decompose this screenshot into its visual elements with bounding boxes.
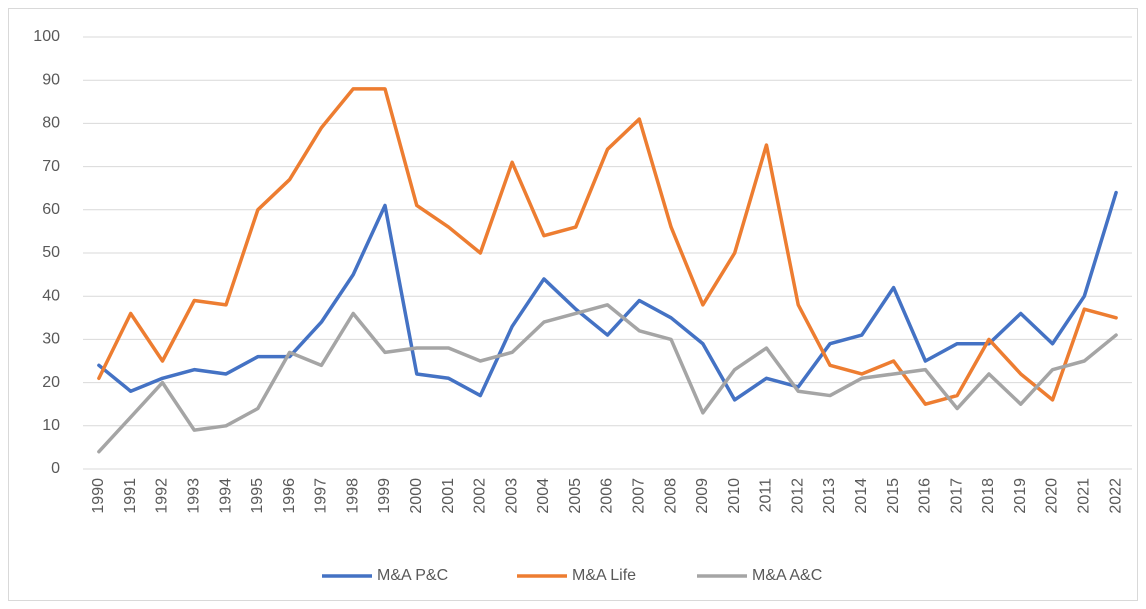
x-tick-label: 2022 <box>1107 478 1124 514</box>
y-tick-label: 30 <box>42 331 60 348</box>
x-tick-label: 2021 <box>1076 478 1093 514</box>
y-tick-label: 100 <box>33 28 60 45</box>
x-tick-label: 2020 <box>1044 478 1061 514</box>
x-tick-label: 2015 <box>885 478 902 514</box>
x-tick-label: 1991 <box>122 478 139 514</box>
y-tick-label: 80 <box>42 115 60 132</box>
x-tick-label: 1998 <box>344 478 361 514</box>
x-tick-label: 2010 <box>726 478 743 514</box>
legend-label: M&A P&C <box>377 567 448 584</box>
y-tick-label: 50 <box>42 244 60 261</box>
y-tick-label: 10 <box>42 417 60 434</box>
series-line <box>97 190 1118 402</box>
x-tick-label: 2013 <box>821 478 838 514</box>
x-tick-label: 2001 <box>440 478 457 514</box>
x-tick-label: 2012 <box>789 478 806 514</box>
x-tick-label: 2004 <box>535 478 552 514</box>
x-tick-label: 1996 <box>281 478 298 514</box>
x-tick-label: 2014 <box>853 478 870 514</box>
x-tick-label: 1992 <box>154 478 171 514</box>
x-tick-label: 2019 <box>1012 478 1029 514</box>
x-tick-label: 1997 <box>313 478 330 514</box>
x-tick-label: 2009 <box>694 478 711 514</box>
legend-label: M&A A&C <box>752 567 822 584</box>
x-tick-label: 2007 <box>631 478 648 514</box>
x-tick-label: 2018 <box>980 478 997 514</box>
series-line <box>97 303 1118 454</box>
x-tick-label: 2000 <box>408 478 425 514</box>
y-tick-label: 60 <box>42 201 60 218</box>
x-tick-label: 2017 <box>948 478 965 514</box>
x-tick-label: 2008 <box>662 478 679 514</box>
y-tick-label: 0 <box>51 460 60 477</box>
x-tick-label: 2011 <box>758 478 775 513</box>
x-tick-label: 2005 <box>567 478 584 514</box>
y-tick-label: 90 <box>42 71 60 88</box>
x-tick-label: 1995 <box>249 478 266 514</box>
y-tick-label: 70 <box>42 158 60 175</box>
x-tick-label: 1994 <box>217 478 234 514</box>
x-tick-label: 2003 <box>503 478 520 514</box>
x-tick-label: 2016 <box>917 478 934 514</box>
x-tick-label: 2002 <box>472 478 489 514</box>
series-line <box>97 87 1118 406</box>
x-tick-label: 1999 <box>376 478 393 514</box>
legend-label: M&A Life <box>572 567 636 584</box>
x-tick-label: 2006 <box>599 478 616 514</box>
x-tick-label: 1990 <box>90 478 107 514</box>
y-tick-label: 20 <box>42 374 60 391</box>
y-tick-label: 40 <box>42 287 60 304</box>
x-tick-label: 1993 <box>185 478 202 514</box>
